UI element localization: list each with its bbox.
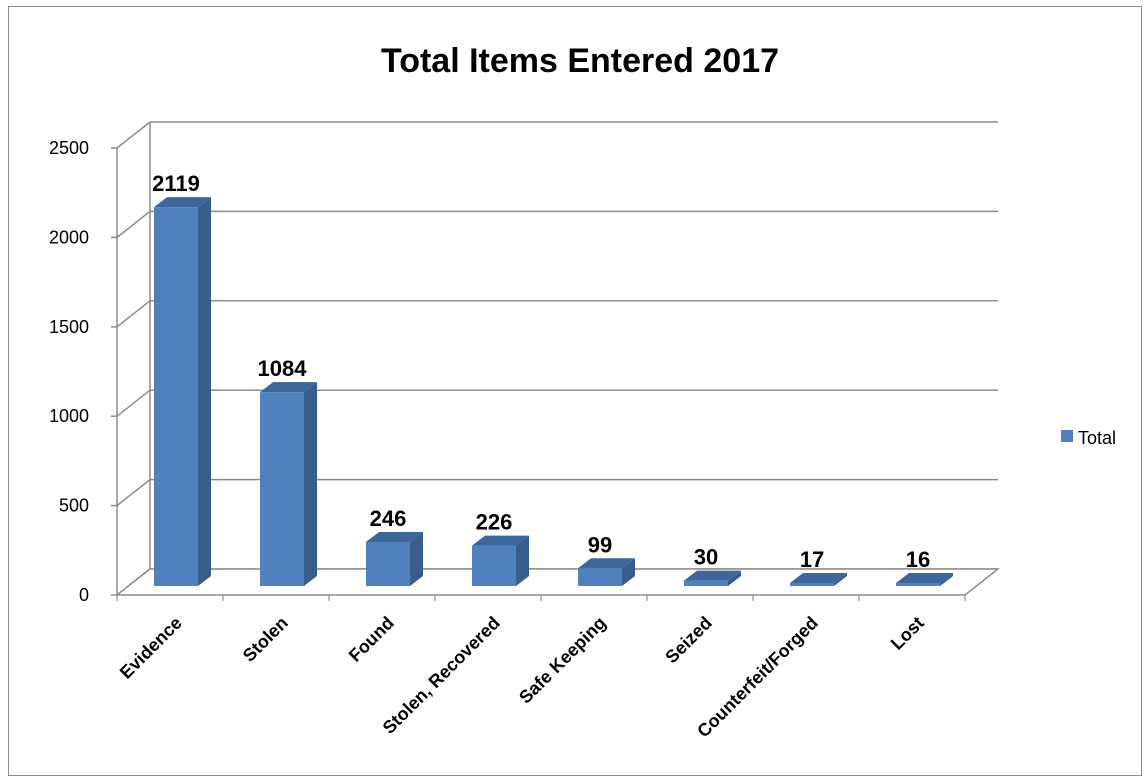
data-label-2: 246 bbox=[370, 506, 407, 531]
bar-top-4 bbox=[578, 558, 635, 569]
bar-side-0 bbox=[198, 197, 211, 586]
bar-0 bbox=[154, 197, 211, 586]
data-label-1: 1084 bbox=[258, 356, 308, 381]
bar-side-2 bbox=[410, 532, 423, 586]
bar-6 bbox=[790, 572, 847, 586]
x-tick-label-5: Seized bbox=[661, 613, 715, 667]
bar-7 bbox=[896, 573, 953, 586]
bars bbox=[154, 197, 953, 586]
legend: Total bbox=[1061, 428, 1116, 448]
data-label-6: 17 bbox=[800, 547, 824, 572]
bar-side-5 bbox=[728, 570, 741, 586]
y-tick-label-3: 1500 bbox=[49, 317, 89, 337]
bar-side-1 bbox=[304, 382, 317, 586]
bar-2 bbox=[366, 532, 423, 586]
chart-floor bbox=[114, 568, 1001, 596]
gridline-left-4 bbox=[116, 210, 151, 238]
data-labels: 2119 1084 246 226 99 30 17 16 bbox=[152, 171, 930, 572]
bar-side-7 bbox=[940, 573, 953, 586]
x-tick-label-0: Evidence bbox=[116, 613, 186, 683]
bar-3 bbox=[472, 535, 529, 586]
bar-top-2 bbox=[366, 532, 423, 543]
x-tick-label-1: Stolen bbox=[239, 613, 292, 666]
bar-front-6 bbox=[790, 582, 834, 586]
data-label-5: 30 bbox=[694, 545, 718, 570]
bar-top-1 bbox=[260, 382, 317, 393]
x-tick-label-3: Stolen, Recovered bbox=[379, 613, 504, 738]
bar-front-5 bbox=[684, 580, 728, 586]
legend-swatch-total bbox=[1061, 430, 1073, 442]
bar-side-6 bbox=[834, 572, 847, 586]
bar-1 bbox=[260, 382, 317, 586]
y-axis: 0 500 1000 1500 2000 2500 bbox=[49, 138, 117, 605]
gridlines bbox=[116, 121, 998, 596]
bar-side-4 bbox=[622, 558, 635, 586]
bar-5 bbox=[684, 570, 741, 586]
bar-front-0 bbox=[154, 207, 198, 586]
gridline-left-5 bbox=[116, 121, 151, 149]
bar-front-4 bbox=[578, 568, 622, 586]
y-tick-label-2: 1000 bbox=[49, 406, 89, 426]
chart-title: Total Items Entered 2017 bbox=[381, 42, 779, 80]
chart-walls bbox=[116, 122, 151, 595]
bar-4 bbox=[578, 558, 635, 586]
y-tick-label-4: 2000 bbox=[49, 227, 89, 247]
bar-front-7 bbox=[896, 583, 940, 586]
floor-plane bbox=[114, 568, 1001, 596]
gridline-left-2 bbox=[116, 389, 151, 417]
bar-front-1 bbox=[260, 392, 304, 586]
bar-top-3 bbox=[472, 535, 529, 546]
x-tick-label-7: Lost bbox=[887, 613, 928, 654]
x-tick-label-4: Safe Keeping bbox=[515, 613, 610, 708]
data-label-7: 16 bbox=[906, 547, 930, 572]
gridline-left-1 bbox=[116, 479, 151, 507]
bar-top-6 bbox=[790, 572, 847, 583]
bar-top-5 bbox=[684, 570, 741, 581]
bar-top-7 bbox=[896, 573, 953, 583]
legend-label-total: Total bbox=[1078, 428, 1116, 448]
x-tick-label-2: Found bbox=[345, 613, 398, 666]
gridline-left-3 bbox=[116, 300, 151, 328]
bar-side-3 bbox=[516, 535, 529, 586]
bar-front-3 bbox=[472, 545, 516, 586]
data-label-3: 226 bbox=[476, 510, 513, 535]
bar-top-0 bbox=[154, 197, 211, 208]
bar-front-2 bbox=[366, 542, 410, 586]
y-tick-label-0: 0 bbox=[79, 585, 89, 605]
data-label-0: 2119 bbox=[152, 171, 200, 196]
data-label-4: 99 bbox=[588, 532, 612, 557]
y-tick-label-1: 500 bbox=[59, 496, 89, 516]
y-tick-label-5: 2500 bbox=[49, 138, 89, 158]
x-tick-label-6: Counterfeit/Forged bbox=[693, 613, 822, 742]
